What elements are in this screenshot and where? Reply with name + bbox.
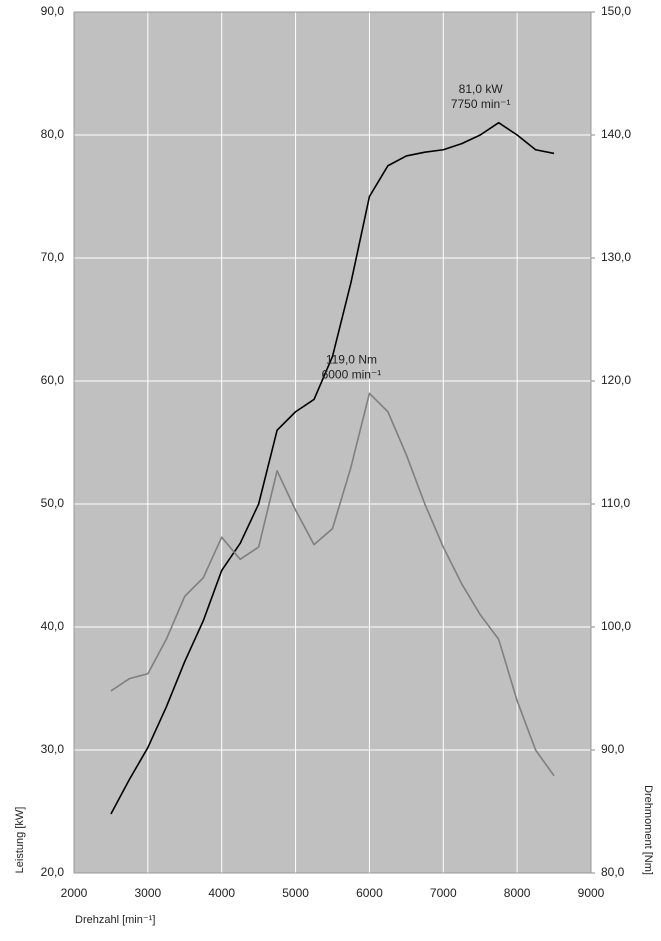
y-tick-label: 60,0 <box>41 373 65 387</box>
y2-tick-label: 150,0 <box>601 4 631 18</box>
annotation: 81,0 kW <box>459 82 504 96</box>
x-tick-label: 5000 <box>282 886 309 900</box>
x-tick-label: 7000 <box>430 886 457 900</box>
y2-tick-label: 120,0 <box>601 373 631 387</box>
y-tick-label: 70,0 <box>41 250 65 264</box>
y2-tick-label: 110,0 <box>601 496 630 510</box>
y2-tick-label: 80,0 <box>601 865 625 879</box>
x-tick-label: 3000 <box>135 886 162 900</box>
x-tick-label: 2000 <box>61 886 88 900</box>
x-tick-label: 9000 <box>578 886 605 900</box>
x-tick-label: 8000 <box>504 886 531 900</box>
y2-tick-label: 140,0 <box>601 127 631 141</box>
y-tick-label: 30,0 <box>41 742 65 756</box>
x-tick-label: 4000 <box>208 886 235 900</box>
y-tick-label: 20,0 <box>41 865 65 879</box>
y2-axis-label: Drehmoment [Nm] <box>642 785 654 875</box>
annotation: 119,0 Nm <box>326 352 377 366</box>
series-line <box>110 121 555 815</box>
y2-tick-label: 90,0 <box>601 742 625 756</box>
y-tick-label: 80,0 <box>41 127 65 141</box>
y2-tick-label: 100,0 <box>601 619 631 633</box>
plot-border <box>73 11 592 874</box>
y-axis-label: Leistung [kW] <box>14 807 26 874</box>
series-line <box>110 392 555 777</box>
y-tick-label: 90,0 <box>41 4 65 18</box>
plot-area <box>74 12 591 873</box>
x-axis-label: Drehzahl [min⁻¹] <box>75 914 155 926</box>
annotation: 6000 min⁻¹ <box>322 367 382 381</box>
y-tick-label: 50,0 <box>41 496 65 510</box>
x-tick-label: 6000 <box>356 886 383 900</box>
y-tick-label: 40,0 <box>41 619 65 633</box>
annotation: 7750 min⁻¹ <box>451 97 511 111</box>
y2-tick-label: 130,0 <box>601 250 631 264</box>
